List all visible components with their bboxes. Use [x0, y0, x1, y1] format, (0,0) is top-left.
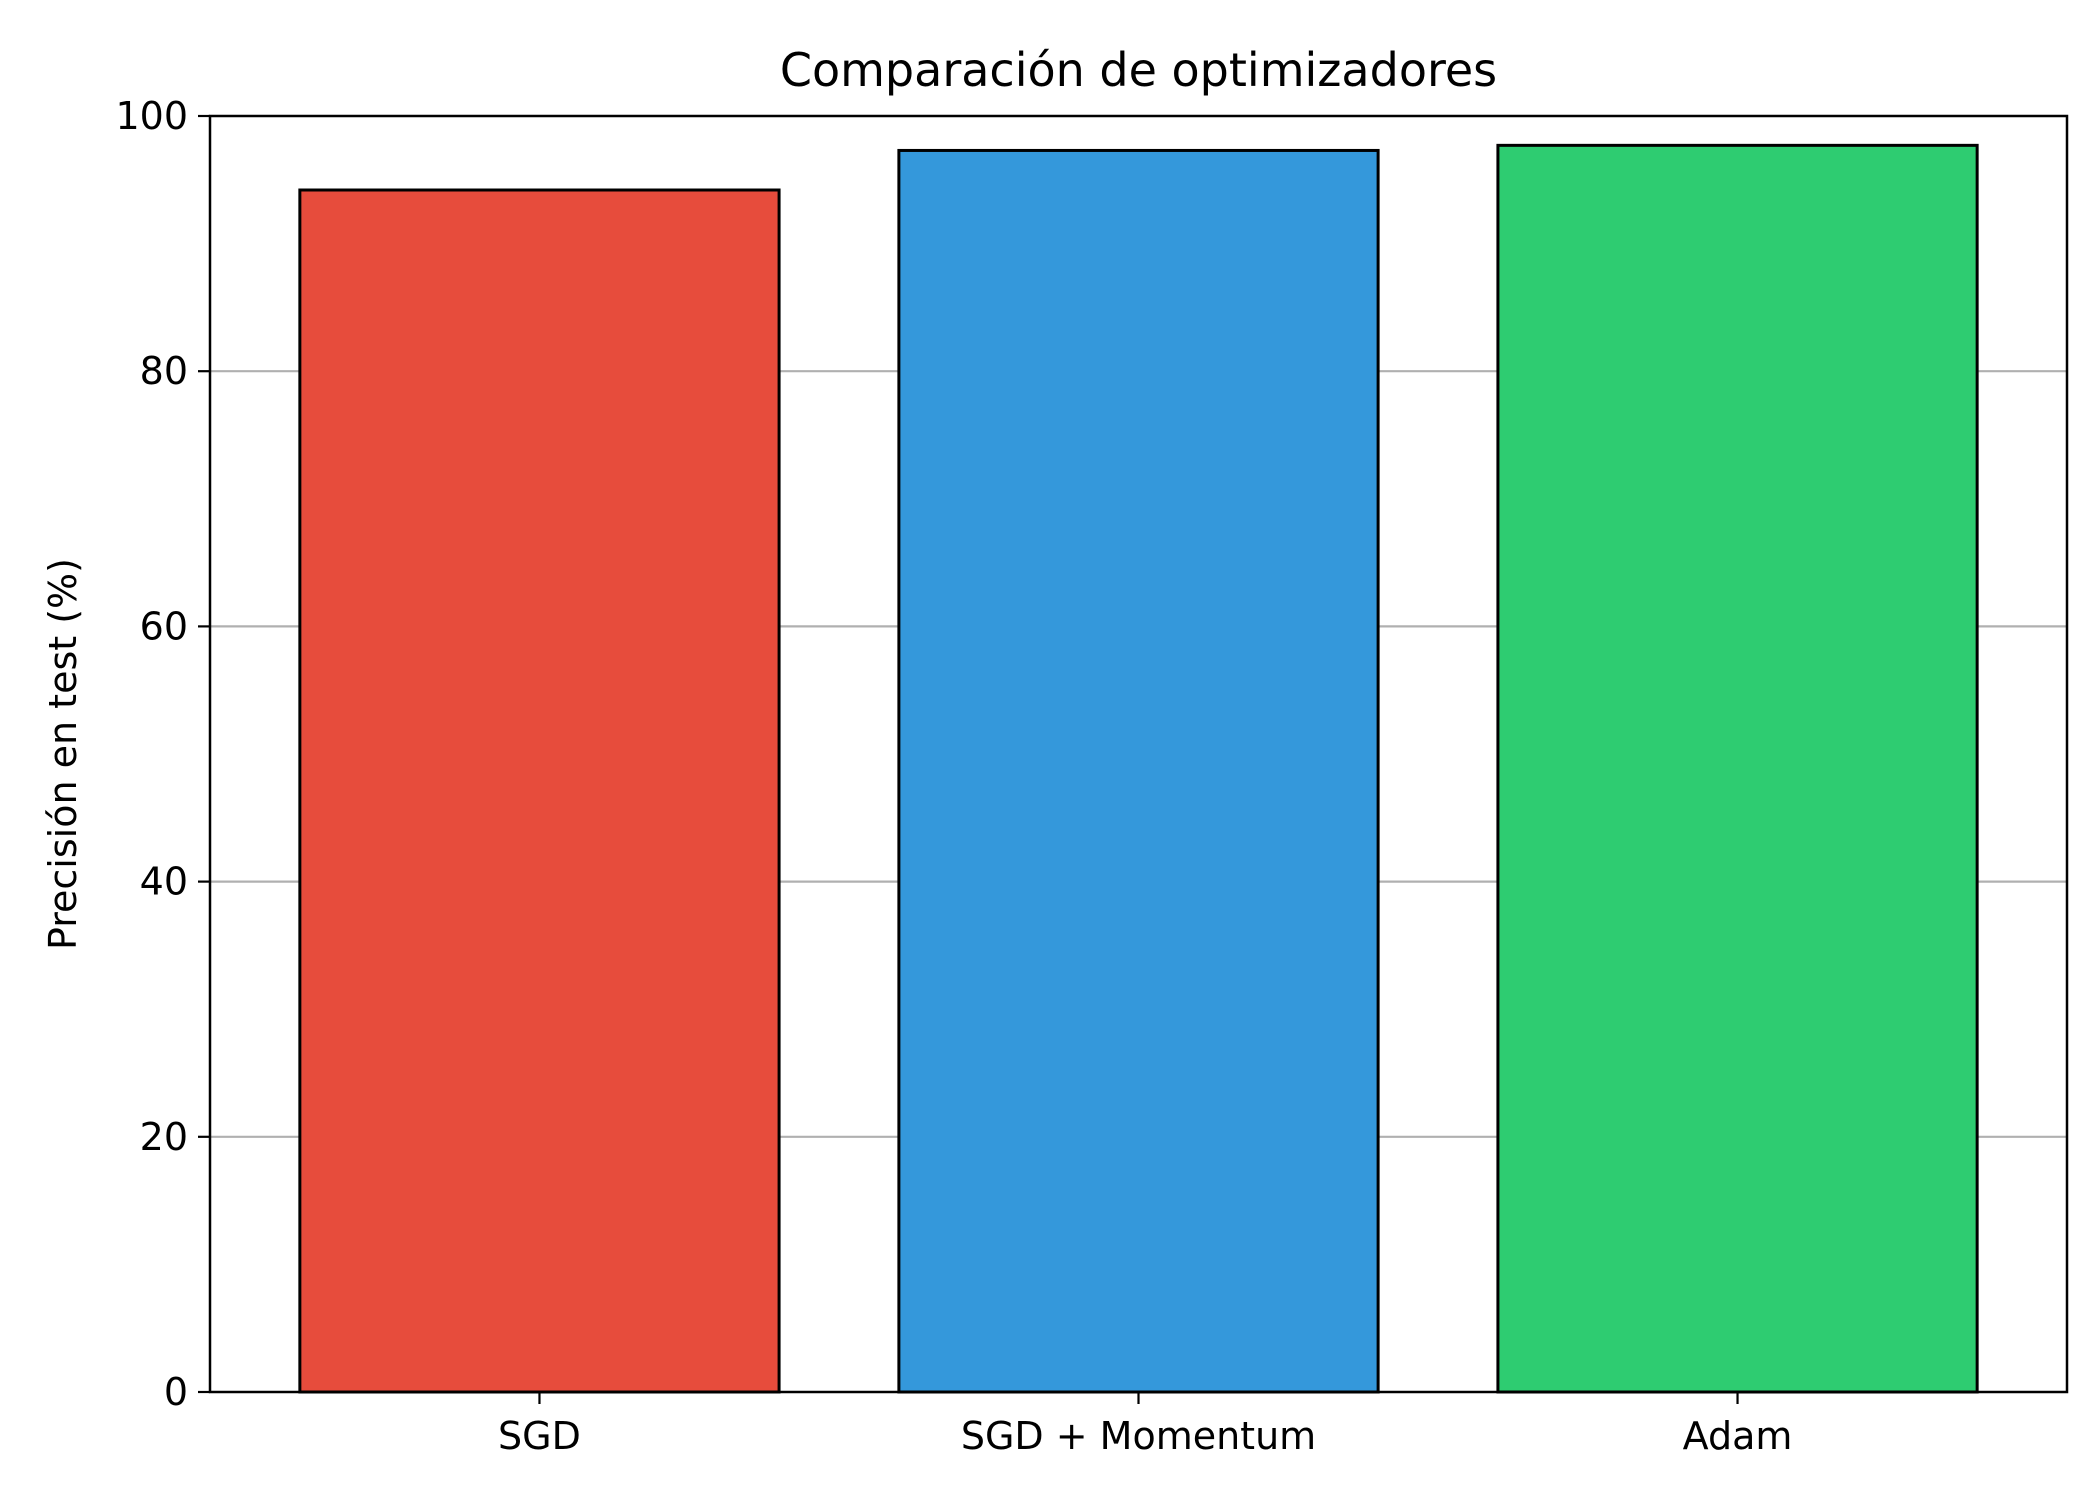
bar-adam [1496, 143, 1979, 1394]
chart-title: Comparación de optimizadores [780, 43, 1497, 97]
y-axis-label: Precisión en test (%) [41, 558, 85, 950]
x-tick-label: SGD [498, 1414, 581, 1458]
ticks: 0 20 40 60 80 100 SGD SGD + Momentum Adam [115, 94, 1792, 1458]
bars [298, 143, 1979, 1394]
x-tick-label: SGD + Momentum [961, 1414, 1316, 1458]
bar-sgd [298, 188, 781, 1394]
x-tick-label: Adam [1683, 1414, 1793, 1458]
bar-sgd-momentum [897, 148, 1380, 1394]
y-tick-label: 100 [115, 94, 188, 138]
y-tick-label: 60 [140, 604, 188, 648]
y-tick-label: 80 [140, 349, 188, 393]
y-tick-label: 0 [164, 1370, 188, 1414]
y-tick-label: 20 [140, 1115, 188, 1159]
y-tick-label: 40 [140, 860, 188, 904]
